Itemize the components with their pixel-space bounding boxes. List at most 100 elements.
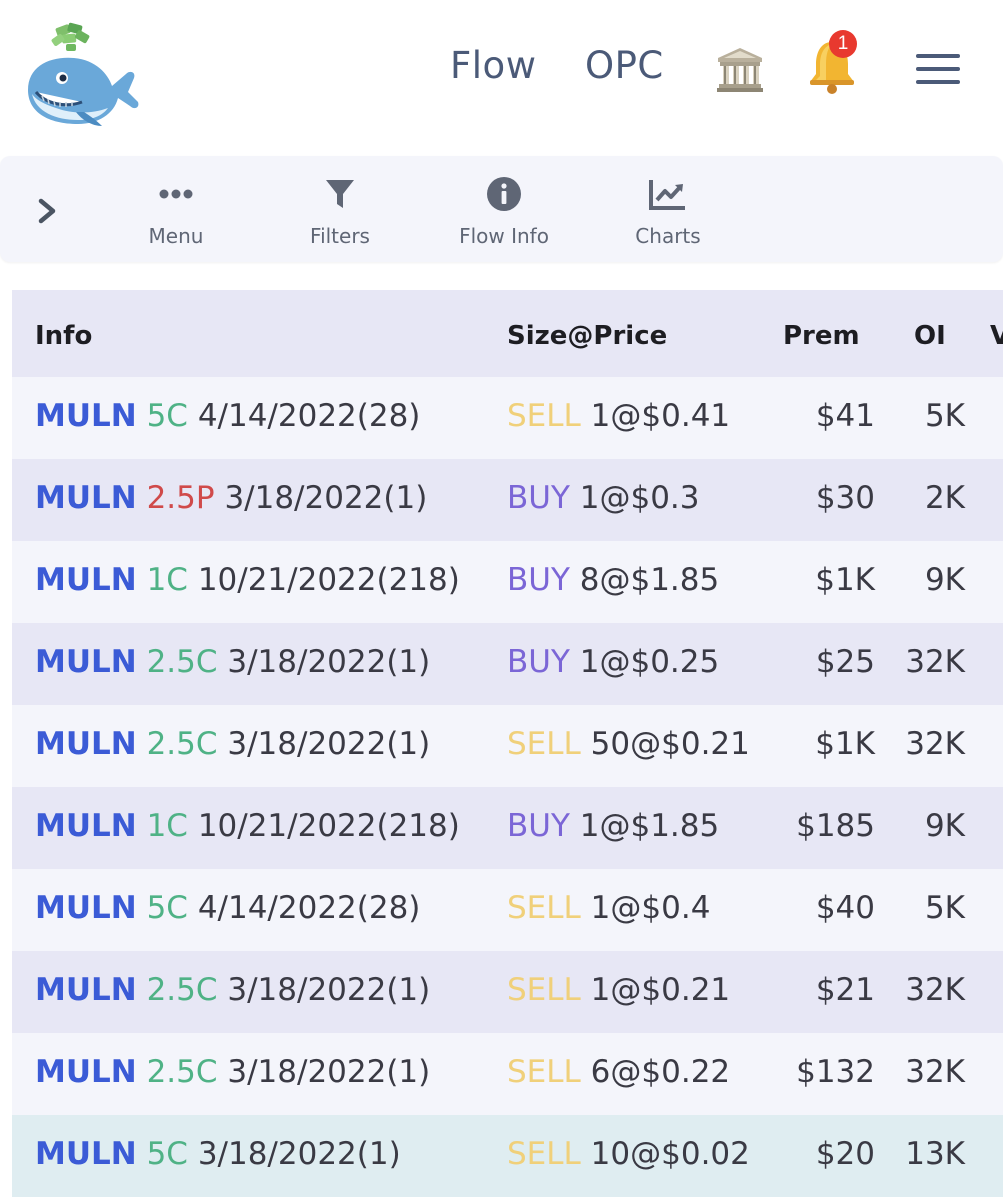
table-row[interactable]: MULN 2.5C 3/18/2022(1) SELL 1@$0.21 $21 32K [12, 951, 1003, 1033]
info-cell: MULN 5C 4/14/2022(28) [35, 890, 420, 926]
toolbar-charts-label: Charts [635, 224, 701, 248]
ellipsis-icon [159, 189, 193, 199]
expiry-date: 3/18/2022(1) [227, 1054, 431, 1090]
ticker-symbol[interactable]: MULN [35, 808, 137, 844]
expiry-date: 4/14/2022(28) [197, 890, 421, 926]
ticker-symbol[interactable]: MULN [35, 726, 137, 762]
toolbar-flow-info-button[interactable]: Flow Info [424, 176, 584, 248]
notification-badge: 1 [829, 30, 857, 58]
size-price-cell: BUY 8@$1.85 [507, 562, 719, 598]
ticker-symbol[interactable]: MULN [35, 562, 137, 598]
size-price-cell: BUY 1@$1.85 [507, 808, 719, 844]
open-interest-cell: 32K [905, 972, 965, 1008]
open-interest-cell: 9K [924, 808, 965, 844]
info-cell: MULN 2.5C 3/18/2022(1) [35, 726, 430, 762]
table-row[interactable]: MULN 1C 10/21/2022(218) BUY 8@$1.85 $1K 9K [12, 541, 1003, 623]
strike-type: 5C [146, 1136, 188, 1172]
trade-side: BUY [507, 644, 570, 680]
table-row[interactable]: MULN 5C 4/14/2022(28) SELL 1@$0.4 $40 5K [12, 869, 1003, 951]
flow-table: Info Size@Price Prem OI V MULN 5C 4/14/2… [12, 290, 1003, 1197]
hamburger-menu-button[interactable] [916, 54, 960, 84]
table-row[interactable]: MULN 2.5C 3/18/2022(1) SELL 50@$0.21 $1K 32… [12, 705, 1003, 787]
column-header-info[interactable]: Info [35, 321, 93, 351]
info-cell: MULN 1C 10/21/2022(218) [35, 808, 460, 844]
info-cell: MULN 5C 4/14/2022(28) [35, 398, 420, 434]
nav-opc-link[interactable]: OPC [585, 44, 664, 87]
strike-type: 2.5C [146, 972, 218, 1008]
strike-type: 2.5C [146, 726, 218, 762]
toolbar-filters-button[interactable]: Filters [260, 176, 420, 248]
open-interest-cell: 13K [905, 1136, 965, 1172]
premium-cell: $30 [815, 480, 875, 516]
size-price-cell: SELL 1@$0.21 [507, 972, 730, 1008]
ticker-symbol[interactable]: MULN [35, 398, 137, 434]
whale-logo-icon[interactable] [22, 22, 140, 132]
premium-cell: $1K [815, 562, 875, 598]
strike-type: 1C [146, 808, 188, 844]
table-row[interactable]: MULN 5C 4/14/2022(28) SELL 1@$0.41 $41 5K [12, 377, 1003, 459]
premium-cell: $1K [815, 726, 875, 762]
trade-side: SELL [507, 1136, 581, 1172]
premium-cell: $185 [796, 808, 875, 844]
size-at-price: 1@$0.3 [579, 480, 700, 516]
open-interest-cell: 32K [905, 726, 965, 762]
ticker-symbol[interactable]: MULN [35, 644, 137, 680]
ticker-symbol[interactable]: MULN [35, 890, 137, 926]
expiry-date: 3/18/2022(1) [227, 972, 431, 1008]
open-interest-cell: 32K [905, 644, 965, 680]
nav-flow-link[interactable]: Flow [450, 44, 537, 87]
chart-icon [649, 180, 685, 210]
ticker-symbol[interactable]: MULN [35, 480, 137, 516]
size-at-price: 1@$0.25 [579, 644, 720, 680]
table-header: Info Size@Price Prem OI V [12, 290, 1003, 377]
trade-side: SELL [507, 1054, 581, 1090]
size-price-cell: SELL 6@$0.22 [507, 1054, 730, 1090]
size-at-price: 50@$0.21 [590, 726, 750, 762]
premium-cell: $41 [815, 398, 875, 434]
premium-cell: $21 [815, 972, 875, 1008]
size-at-price: 1@$0.41 [590, 398, 731, 434]
open-interest-cell: 9K [924, 562, 965, 598]
trade-side: SELL [507, 972, 581, 1008]
size-price-cell: SELL 1@$0.4 [507, 890, 710, 926]
toolbar-menu-button[interactable]: Menu [96, 176, 256, 248]
column-header-volume-partial[interactable]: V [990, 321, 1003, 351]
ticker-symbol[interactable]: MULN [35, 1136, 137, 1172]
trade-side: SELL [507, 726, 581, 762]
table-row[interactable]: MULN 5C 3/18/2022(1) SELL 10@$0.02 $20 13K [12, 1115, 1003, 1197]
column-header-size-price[interactable]: Size@Price [507, 321, 668, 351]
table-row[interactable]: MULN 2.5C 3/18/2022(1) SELL 6@$0.22 $132 32… [12, 1033, 1003, 1115]
ticker-symbol[interactable]: MULN [35, 1054, 137, 1090]
table-row[interactable]: MULN 2.5P 3/18/2022(1) BUY 1@$0.3 $30 2K [12, 459, 1003, 541]
open-interest-cell: 5K [924, 890, 965, 926]
ticker-symbol[interactable]: MULN [35, 972, 137, 1008]
premium-cell: $25 [815, 644, 875, 680]
column-header-prem[interactable]: Prem [783, 321, 860, 351]
toolbar-charts-button[interactable]: Charts [588, 176, 748, 248]
open-interest-cell: 5K [924, 398, 965, 434]
size-price-cell: BUY 1@$0.25 [507, 644, 719, 680]
filter-icon [326, 180, 354, 208]
size-at-price: 1@$0.21 [590, 972, 731, 1008]
premium-cell: $20 [815, 1136, 875, 1172]
info-cell: MULN 1C 10/21/2022(218) [35, 562, 460, 598]
column-header-oi[interactable]: OI [914, 321, 946, 351]
size-at-price: 1@$1.85 [579, 808, 720, 844]
premium-cell: $132 [796, 1054, 875, 1090]
open-interest-cell: 32K [905, 1054, 965, 1090]
table-row[interactable]: MULN 2.5C 3/18/2022(1) BUY 1@$0.25 $25 32K [12, 623, 1003, 705]
chevron-right-icon[interactable] [34, 196, 60, 226]
table-body: MULN 5C 4/14/2022(28) SELL 1@$0.41 $41 5K MU… [12, 377, 1003, 1197]
expiry-date: 3/18/2022(1) [224, 480, 428, 516]
trade-side: BUY [507, 808, 570, 844]
expiry-date: 3/18/2022(1) [197, 1136, 401, 1172]
size-at-price: 10@$0.02 [590, 1136, 750, 1172]
trade-side: SELL [507, 398, 581, 434]
premium-cell: $40 [815, 890, 875, 926]
size-price-cell: SELL 1@$0.41 [507, 398, 730, 434]
expiry-date: 3/18/2022(1) [227, 726, 431, 762]
bank-icon[interactable] [716, 46, 764, 92]
trade-side: SELL [507, 890, 581, 926]
size-price-cell: SELL 10@$0.02 [507, 1136, 750, 1172]
table-row[interactable]: MULN 1C 10/21/2022(218) BUY 1@$1.85 $185 9K [12, 787, 1003, 869]
